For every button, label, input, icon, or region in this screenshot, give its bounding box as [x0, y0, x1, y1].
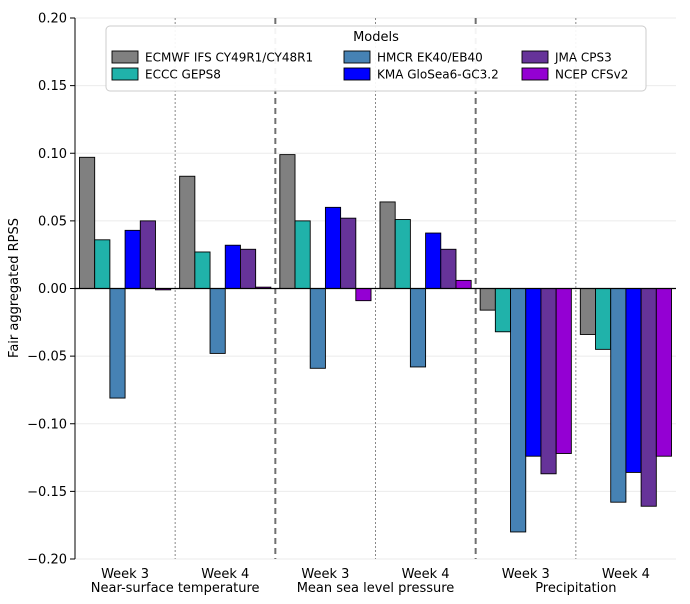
legend-swatch	[521, 50, 549, 64]
bar	[625, 288, 642, 473]
y-tick-label: −0.10	[27, 417, 67, 432]
bar	[279, 154, 296, 289]
bar	[224, 244, 241, 289]
y-tick-label: −0.20	[27, 553, 67, 568]
legend-entry-label: NCEP CFSv2	[555, 68, 628, 82]
y-tick-label: 0.05	[38, 214, 67, 229]
bar	[540, 288, 557, 475]
bar	[455, 279, 472, 289]
bar	[94, 239, 111, 289]
legend-entry-label: KMA GloSea6-GC3.2	[377, 68, 499, 82]
bar	[409, 288, 427, 368]
x-tick-label: Week 3	[502, 567, 550, 582]
x-tick-label: Week 4	[402, 567, 450, 582]
bar	[179, 175, 196, 289]
bar	[494, 288, 512, 333]
bar	[209, 288, 226, 354]
bar	[109, 288, 126, 399]
legend-swatch	[343, 67, 371, 81]
bar	[355, 288, 372, 302]
bar	[595, 288, 612, 350]
legend-swatch	[521, 67, 549, 81]
bar	[379, 201, 396, 289]
bar	[294, 220, 311, 289]
legend-entry-label: JMA CPS3	[554, 51, 612, 65]
bar	[340, 217, 357, 289]
legend-entry-label: ECMWF IFS CY49R1/CY48R1	[145, 51, 313, 65]
legend-swatch	[343, 50, 371, 64]
variable-label: Mean sea level pressure	[297, 581, 455, 596]
bar	[555, 288, 572, 454]
bar	[194, 251, 211, 289]
bar	[309, 288, 326, 369]
y-tick-label: −0.05	[27, 350, 67, 365]
bar	[124, 229, 141, 289]
x-tick-label: Week 3	[101, 567, 149, 582]
bar	[655, 288, 672, 457]
bar	[440, 248, 457, 289]
bar	[79, 156, 96, 289]
bar	[394, 219, 411, 289]
legend-entry-label: HMCR EK40/EB40	[377, 51, 483, 65]
variable-label: Near-surface temperature	[91, 581, 260, 596]
bar	[640, 288, 657, 507]
y-tick-label: 0.10	[38, 147, 67, 162]
bar	[510, 288, 527, 533]
y-tick-label: 0.20	[38, 12, 67, 27]
y-tick-label: −0.15	[27, 485, 67, 500]
bar	[239, 248, 257, 289]
y-tick-label: 0.00	[38, 282, 67, 297]
x-tick-label: Week 4	[602, 567, 650, 582]
bar	[479, 288, 496, 311]
legend-entry-label: ECCC GEPS8	[145, 68, 221, 82]
bar	[425, 232, 442, 289]
legend-box	[105, 25, 647, 92]
legend-swatch	[111, 50, 139, 64]
variable-label: Precipitation	[535, 581, 616, 596]
y-axis-label: Fair aggregated RPSS	[7, 218, 22, 358]
y-tick-label: 0.15	[38, 79, 67, 94]
legend: Models ECMWF IFS CY49R1/CY48R1 ECCC GEPS8 H…	[105, 25, 647, 92]
x-tick-label: Week 3	[301, 567, 349, 582]
bar	[579, 288, 596, 335]
legend-title: Models	[353, 30, 399, 45]
legend-swatch	[111, 67, 139, 81]
bar	[610, 288, 627, 503]
bar	[324, 206, 342, 289]
x-tick-label: Week 4	[201, 567, 249, 582]
bar	[139, 220, 156, 289]
bar	[525, 288, 542, 457]
axes-layer: −0.20 −0.15 −0.10 −0.05 0.00 0.05 0.10 0.15 0.20…	[27, 12, 676, 596]
